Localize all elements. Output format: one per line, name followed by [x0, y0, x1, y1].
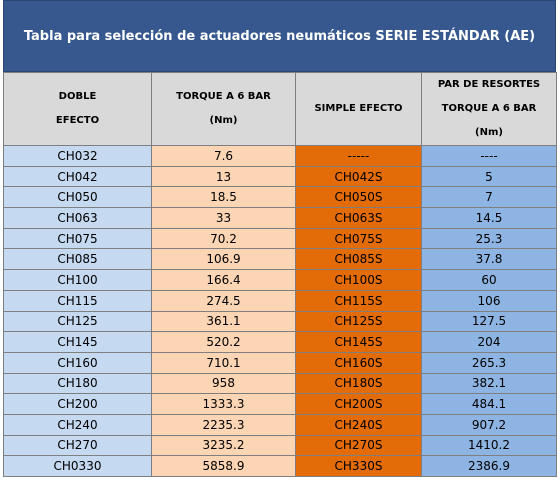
- cell-simple-efecto: -----: [295, 145, 422, 167]
- table-row: CH050 18.5 CH050S 7: [3, 186, 557, 209]
- cell-par-resortes: 127.5: [421, 310, 557, 333]
- cell-torque: 361.1: [151, 310, 296, 333]
- cell-doble-efecto: CH042: [3, 165, 152, 188]
- header-doble-line-2: EFECTO: [55, 115, 100, 126]
- cell-simple-efecto: CH330S: [295, 455, 422, 477]
- cell-simple-efecto: CH160S: [295, 351, 422, 374]
- cell-torque: 13: [151, 165, 296, 188]
- cell-doble-efecto: CH115: [3, 289, 152, 312]
- cell-simple-efecto: CH050S: [295, 186, 422, 209]
- cell-doble-efecto: CH063: [3, 207, 152, 229]
- actuator-table: DOBLE EFECTO TORQUE A 6 BAR (Nm) SIMPLE …: [3, 72, 557, 477]
- cell-par-resortes: 106: [421, 289, 557, 312]
- table-row: CH270 3235.2 CH270S 1410.2: [3, 434, 557, 457]
- cell-par-resortes: 1410.2: [421, 434, 557, 457]
- table-row: CH042 13 CH042S 5: [3, 165, 557, 188]
- cell-par-resortes: 7: [421, 186, 557, 209]
- header-row: DOBLE EFECTO TORQUE A 6 BAR (Nm) SIMPLE …: [3, 72, 557, 146]
- header-torque-line-2: (Nm): [209, 115, 238, 126]
- cell-torque: 2235.3: [151, 413, 296, 436]
- table-row: CH0330 5858.9 CH330S 2386.9: [3, 455, 557, 477]
- cell-doble-efecto: CH125: [3, 310, 152, 333]
- cell-torque: 1333.3: [151, 393, 296, 415]
- cell-simple-efecto: CH115S: [295, 289, 422, 312]
- header-simple-efecto: SIMPLE EFECTO: [295, 72, 422, 146]
- cell-torque: 106.9: [151, 248, 296, 271]
- header-doble-efecto: DOBLE EFECTO: [3, 72, 152, 146]
- table-row: CH200 1333.3 CH200S 484.1: [3, 393, 557, 415]
- cell-simple-efecto: CH125S: [295, 310, 422, 333]
- cell-torque: 7.6: [151, 145, 296, 167]
- cell-par-resortes: 37.8: [421, 248, 557, 271]
- header-torque-line-1: TORQUE A 6 BAR: [176, 91, 271, 102]
- cell-par-resortes: 2386.9: [421, 455, 557, 477]
- cell-simple-efecto: CH240S: [295, 413, 422, 436]
- cell-simple-efecto: CH200S: [295, 393, 422, 415]
- cell-simple-efecto: CH180S: [295, 372, 422, 395]
- cell-doble-efecto: CH145: [3, 331, 152, 353]
- table-title-text: Tabla para selección de actuadores neumá…: [23, 28, 536, 44]
- cell-torque: 18.5: [151, 186, 296, 209]
- cell-torque: 520.2: [151, 331, 296, 353]
- header-simple-line-1: SIMPLE EFECTO: [314, 103, 403, 114]
- cell-par-resortes: 14.5: [421, 207, 557, 229]
- cell-simple-efecto: CH063S: [295, 207, 422, 229]
- header-torque: TORQUE A 6 BAR (Nm): [151, 72, 296, 146]
- cell-doble-efecto: CH200: [3, 393, 152, 415]
- cell-par-resortes: 25.3: [421, 227, 557, 250]
- table-row: CH100 166.4 CH100S 60: [3, 269, 557, 291]
- cell-torque: 33: [151, 207, 296, 229]
- cell-torque: 166.4: [151, 269, 296, 291]
- cell-simple-efecto: CH145S: [295, 331, 422, 353]
- table-title: Tabla para selección de actuadores neumá…: [3, 0, 556, 72]
- table-row: CH063 33 CH063S 14.5: [3, 207, 557, 229]
- cell-doble-efecto: CH075: [3, 227, 152, 250]
- table-row: CH145 520.2 CH145S 204: [3, 331, 557, 353]
- cell-simple-efecto: CH075S: [295, 227, 422, 250]
- cell-par-resortes: 5: [421, 165, 557, 188]
- cell-doble-efecto: CH100: [3, 269, 152, 291]
- header-resortes-line-3: (Nm): [475, 127, 503, 138]
- table-row: CH180 958 CH180S 382.1: [3, 372, 557, 395]
- cell-doble-efecto: CH085: [3, 248, 152, 271]
- table-row: CH085 106.9 CH085S 37.8: [3, 248, 557, 271]
- cell-torque: 958: [151, 372, 296, 395]
- header-resortes-line-1: PAR DE RESORTES: [437, 79, 541, 90]
- table-body: CH032 7.6 ----- ---- CH042 13 CH042S 5 CH050 18.5…: [3, 145, 557, 477]
- cell-par-resortes: 60: [421, 269, 557, 291]
- cell-simple-efecto: CH100S: [295, 269, 422, 291]
- table-row: CH240 2235.3 CH240S 907.2: [3, 413, 557, 436]
- table-row: CH032 7.6 ----- ----: [3, 145, 557, 167]
- cell-torque: 274.5: [151, 289, 296, 312]
- cell-par-resortes: 907.2: [421, 413, 557, 436]
- cell-torque: 3235.2: [151, 434, 296, 457]
- cell-doble-efecto: CH0330: [3, 455, 152, 477]
- table-row: CH160 710.1 CH160S 265.3: [3, 351, 557, 374]
- header-resortes-line-2: TORQUE A 6 BAR: [441, 103, 537, 114]
- header-doble-line-1: DOBLE: [58, 91, 97, 102]
- table-row: CH075 70.2 CH075S 25.3: [3, 227, 557, 250]
- cell-torque: 70.2: [151, 227, 296, 250]
- cell-doble-efecto: CH270: [3, 434, 152, 457]
- cell-par-resortes: 265.3: [421, 351, 557, 374]
- cell-doble-efecto: CH240: [3, 413, 152, 436]
- cell-torque: 5858.9: [151, 455, 296, 477]
- cell-doble-efecto: CH050: [3, 186, 152, 209]
- cell-doble-efecto: CH032: [3, 145, 152, 167]
- actuator-selection-sheet: Tabla para selección de actuadores neumá…: [3, 0, 557, 482]
- cell-par-resortes: 484.1: [421, 393, 557, 415]
- cell-par-resortes: 382.1: [421, 372, 557, 395]
- cell-simple-efecto: CH085S: [295, 248, 422, 271]
- cell-doble-efecto: CH180: [3, 372, 152, 395]
- cell-par-resortes: 204: [421, 331, 557, 353]
- header-par-resortes: PAR DE RESORTES TORQUE A 6 BAR (Nm): [421, 72, 557, 146]
- table-row: CH115 274.5 CH115S 106: [3, 289, 557, 312]
- table-row: CH125 361.1 CH125S 127.5: [3, 310, 557, 333]
- cell-torque: 710.1: [151, 351, 296, 374]
- cell-doble-efecto: CH160: [3, 351, 152, 374]
- cell-par-resortes: ----: [421, 145, 557, 167]
- cell-simple-efecto: CH270S: [295, 434, 422, 457]
- cell-simple-efecto: CH042S: [295, 165, 422, 188]
